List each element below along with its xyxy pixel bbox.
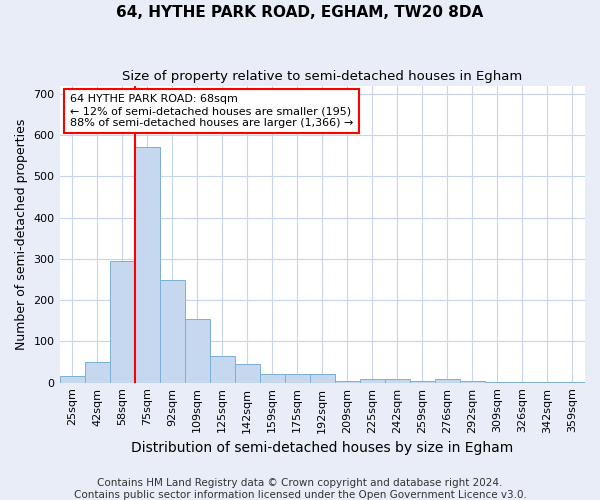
Bar <box>385 378 410 382</box>
Bar <box>160 280 185 382</box>
Bar <box>410 380 435 382</box>
Bar <box>59 376 85 382</box>
Bar <box>134 148 160 382</box>
Bar <box>360 378 385 382</box>
Bar <box>310 374 335 382</box>
Bar <box>435 378 460 382</box>
Y-axis label: Number of semi-detached properties: Number of semi-detached properties <box>15 118 28 350</box>
Bar <box>185 318 209 382</box>
Text: 64 HYTHE PARK ROAD: 68sqm
← 12% of semi-detached houses are smaller (195)
88% of: 64 HYTHE PARK ROAD: 68sqm ← 12% of semi-… <box>70 94 353 128</box>
Bar <box>85 362 110 382</box>
Bar <box>209 356 235 382</box>
Bar <box>260 374 285 382</box>
Bar <box>235 364 260 382</box>
Text: 64, HYTHE PARK ROAD, EGHAM, TW20 8DA: 64, HYTHE PARK ROAD, EGHAM, TW20 8DA <box>116 5 484 20</box>
X-axis label: Distribution of semi-detached houses by size in Egham: Distribution of semi-detached houses by … <box>131 441 514 455</box>
Bar <box>335 380 360 382</box>
Bar <box>110 261 134 382</box>
Text: Contains HM Land Registry data © Crown copyright and database right 2024.
Contai: Contains HM Land Registry data © Crown c… <box>74 478 526 500</box>
Bar <box>285 374 310 382</box>
Title: Size of property relative to semi-detached houses in Egham: Size of property relative to semi-detach… <box>122 70 523 83</box>
